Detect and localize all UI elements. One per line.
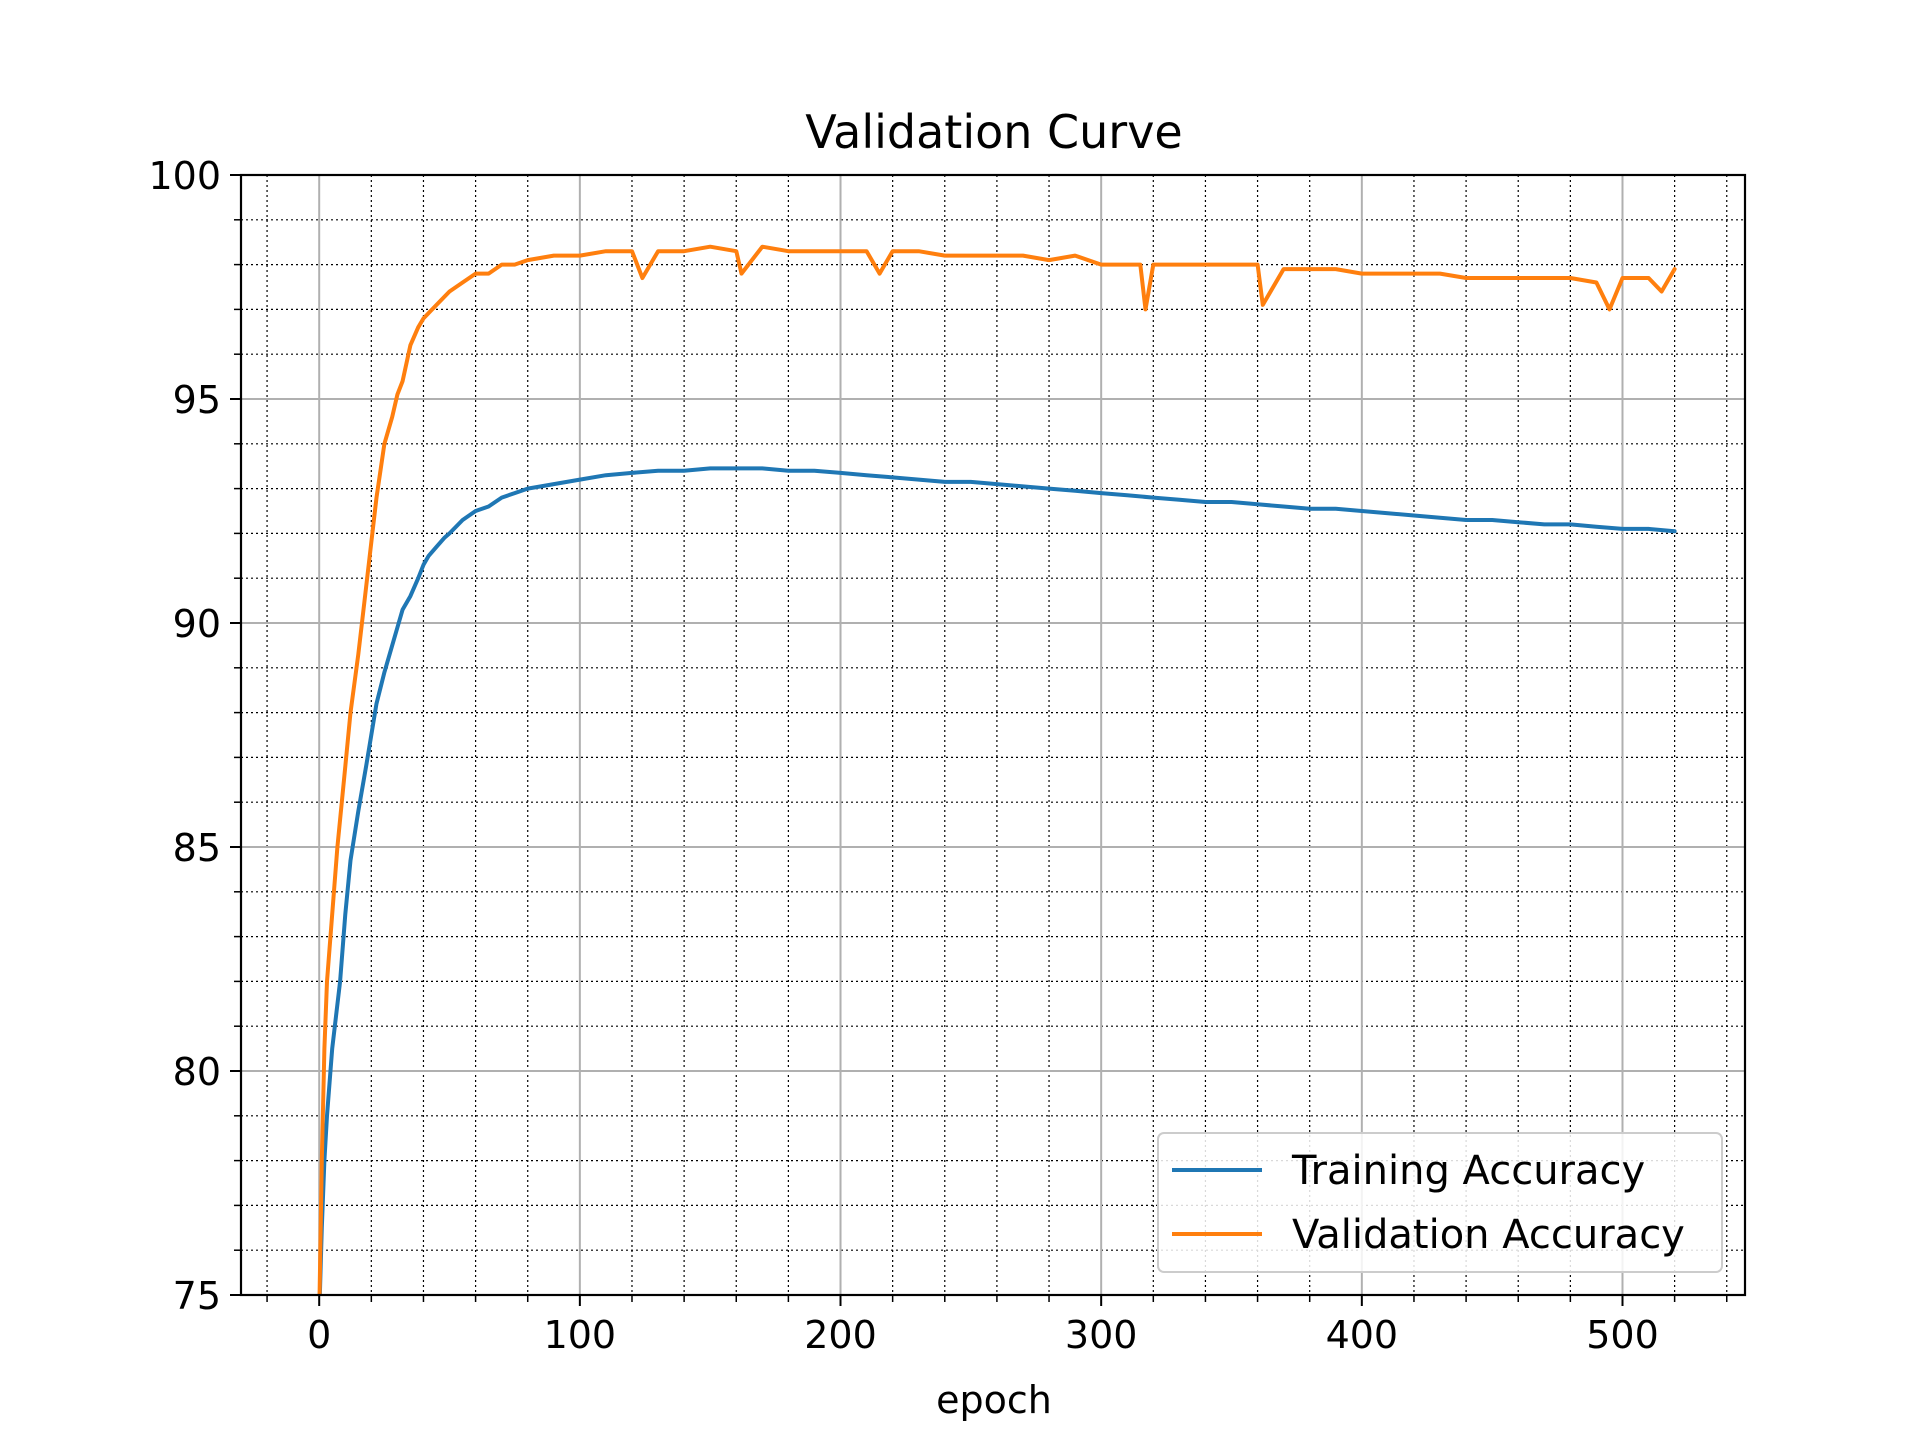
series-line-training [317, 466, 1677, 1295]
y-tick-label: 95 [173, 378, 221, 422]
chart-title: Validation Curve [805, 105, 1182, 159]
x-tick-label: 0 [307, 1313, 331, 1357]
y-tick-label: 100 [148, 154, 221, 198]
major-grid [241, 175, 1745, 1295]
y-tick-label: 75 [173, 1274, 221, 1318]
minor-grid [241, 175, 1745, 1295]
y-tick-label: 85 [173, 826, 221, 870]
axis-ticks: 0 100 200 300 400 500 75 80 85 90 95 100 [148, 154, 1728, 1357]
legend-label-validation: Validation Accuracy [1292, 1212, 1685, 1258]
plot-frame [239, 173, 1747, 1297]
series-layer [317, 244, 1677, 1295]
x-tick-label: 200 [804, 1313, 877, 1357]
legend-label-training: Training Accuracy [1291, 1148, 1645, 1194]
y-tick-label: 90 [173, 602, 221, 646]
x-axis-label: epoch [936, 1378, 1052, 1422]
x-tick-label: 100 [544, 1313, 617, 1357]
legend-box [1157, 1132, 1723, 1273]
x-tick-label: 500 [1586, 1313, 1659, 1357]
x-tick-label: 300 [1065, 1313, 1138, 1357]
series-line-validation [317, 244, 1677, 1295]
legend: Training Accuracy Validation Accuracy [1157, 1132, 1723, 1273]
x-tick-label: 400 [1326, 1313, 1399, 1357]
y-tick-label: 80 [173, 1050, 221, 1094]
